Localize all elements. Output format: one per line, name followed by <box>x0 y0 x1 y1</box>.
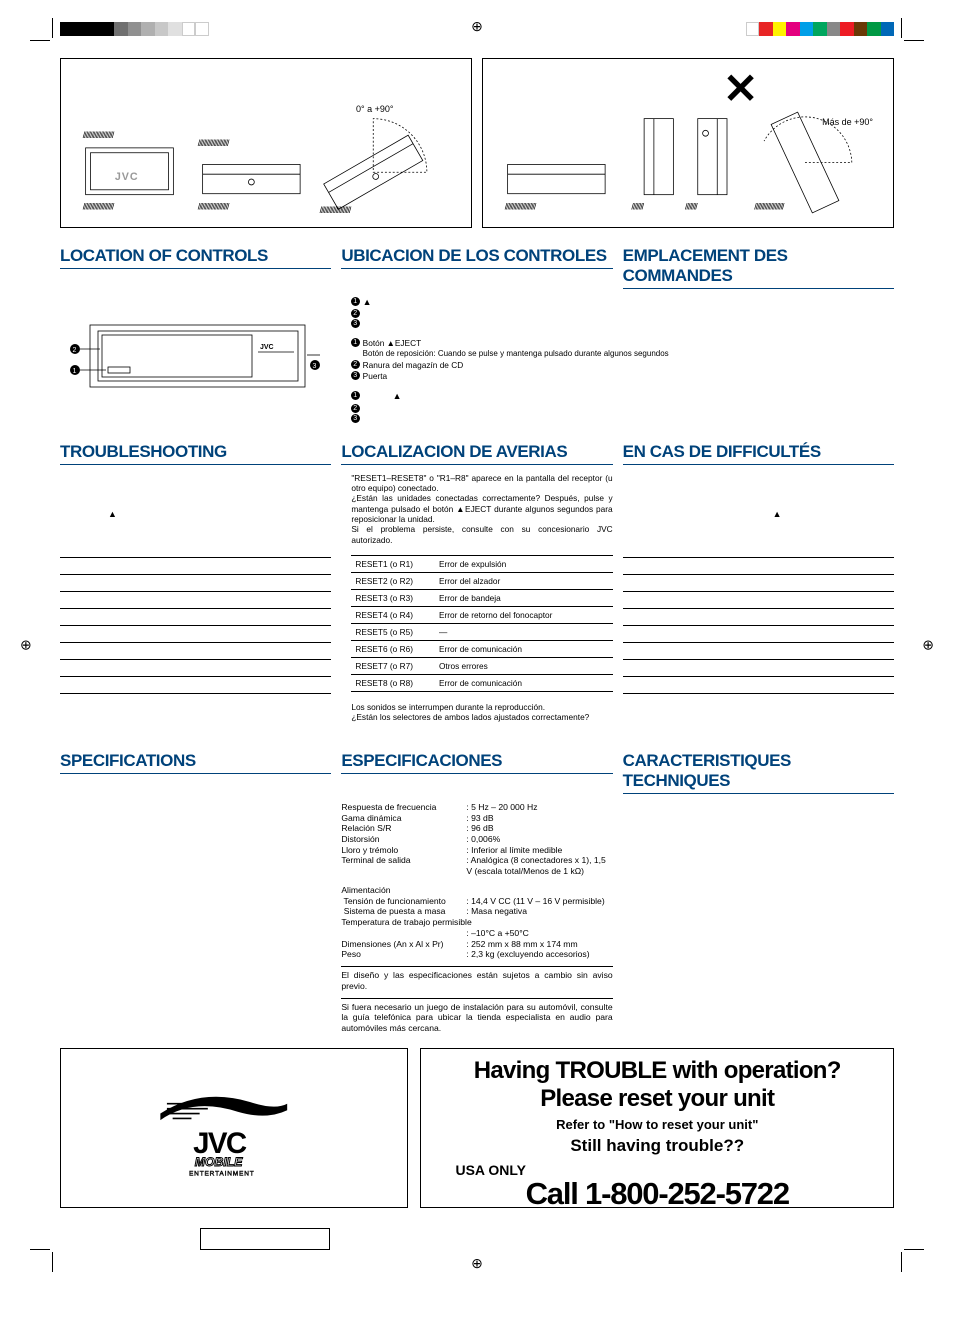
installation-diagrams: 0° a +90° JVC ///////////////////// ////… <box>60 58 894 228</box>
svg-text:2: 2 <box>73 347 77 354</box>
svg-text://///////////////////: ///////////////////// <box>198 201 230 211</box>
controls-legend-fr: 1▲ 2 3 <box>345 391 894 422</box>
front-panel-diagram: JVC 2 1 3 <box>60 307 335 410</box>
trouble-line-4: Still having trouble?? <box>435 1136 879 1156</box>
svg-text:ENTERTAINMENT: ENTERTAINMENT <box>189 1170 255 1177</box>
diagram-incorrect-svg: ///////////////////// //////// //////// <box>489 65 887 221</box>
heading-spec-fr: CARACTERISTIQUES TECHNIQUES <box>623 751 894 794</box>
specs-en <box>60 802 331 1034</box>
trouble-text-es: "RESET1–RESET8" o "R1–R8" aparece en la … <box>341 473 612 546</box>
heading-trouble-fr: EN CAS DE DIFFICULTÉS <box>623 442 894 465</box>
angle-ok-label: 0° a +90° <box>356 104 393 114</box>
svg-text://///////////////////: ///////////////////// <box>83 130 115 140</box>
svg-text:////////: //////// <box>685 201 698 211</box>
reset-table-en <box>60 557 331 694</box>
svg-text://///////////////////: ///////////////////// <box>505 201 537 211</box>
heading-location-en: LOCATION OF CONTROLS <box>60 246 331 269</box>
heading-spec-es: ESPECIFICACIONES <box>341 751 612 774</box>
trouble-text-es-2: Los sonidos se interrumpen durante la re… <box>341 702 612 723</box>
angle-bad-label: Más de +90° <box>822 117 873 127</box>
trouble-line-2: Please reset your unit <box>435 1085 879 1113</box>
svg-text://///////////////////: ///////////////////// <box>198 138 230 148</box>
jvc-mobile-logo: JVC MOBILE ENTERTAINMENT <box>144 1071 324 1186</box>
svg-text:MOBILE: MOBILE <box>195 1154 244 1168</box>
svg-text://///////////////////: ///////////////////// <box>83 201 115 211</box>
svg-text:1: 1 <box>73 368 77 375</box>
controls-legend-es: 1Botón ▲EJECTBotón de reposición: Cuando… <box>345 338 894 381</box>
svg-text:JVC: JVC <box>115 171 139 183</box>
trouble-line-3: Refer to "How to reset your unit" <box>435 1117 879 1132</box>
heading-location-fr: EMPLACEMENT DES COMMANDES <box>623 246 894 289</box>
heading-trouble-en: TROUBLESHOOTING <box>60 442 331 465</box>
svg-text://///////////////////: ///////////////////// <box>320 205 352 215</box>
heading-spec-en: SPECIFICATIONS <box>60 751 331 774</box>
controls-legend-en: 1▲ 2 3 <box>345 297 894 328</box>
reset-table-es: RESET1 (o R1)Error de expulsiónRESET2 (o… <box>351 555 612 692</box>
jvc-logo-box: JVC MOBILE ENTERTAINMENT <box>60 1048 408 1208</box>
cross-icon: ✕ <box>723 64 758 113</box>
specs-fr <box>623 802 894 1034</box>
svg-text:3: 3 <box>313 363 317 370</box>
svg-text:////////: //////// <box>631 201 644 211</box>
trouble-line-1: Having TROUBLE with operation? <box>435 1057 879 1085</box>
svg-text:////////////////////: //////////////////// <box>754 201 785 211</box>
heading-location-es: UBICACION DE LOS CONTROLES <box>341 246 612 269</box>
heading-trouble-es: LOCALIZACION DE AVERIAS <box>341 442 612 465</box>
footer-box <box>200 1228 330 1250</box>
trouble-callout-box: Having TROUBLE with operation? Please re… <box>420 1048 894 1208</box>
trouble-text-en: ▲ <box>60 473 331 547</box>
diagram-correct: 0° a +90° JVC ///////////////////// ////… <box>60 58 472 228</box>
diagram-correct-svg: JVC ///////////////////// //////////////… <box>67 65 465 221</box>
trouble-text-fr: ▲ <box>623 473 894 547</box>
trouble-phone: Call 1-800-252-5722 <box>435 1176 879 1212</box>
diagram-incorrect: ✕ Más de +90° ///////////////////// ////… <box>482 58 894 228</box>
reset-table-fr <box>623 557 894 694</box>
specs-es: Respuesta de frecuencia: 5 Hz – 20 000 H… <box>341 802 612 1034</box>
svg-text:JVC: JVC <box>260 344 274 351</box>
